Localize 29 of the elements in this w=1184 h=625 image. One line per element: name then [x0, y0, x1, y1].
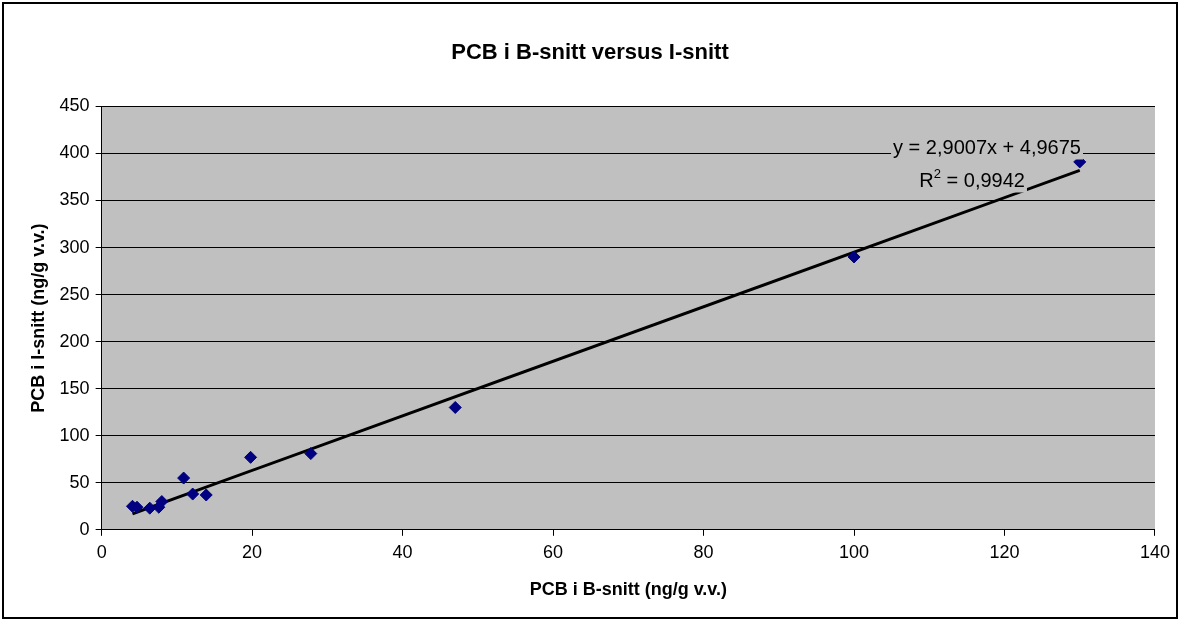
- point: [199, 488, 213, 502]
- point: [177, 471, 191, 485]
- x-axis-title: PCB i B-snitt (ng/g v.v.): [529, 579, 727, 600]
- x-tick-label: 100: [839, 541, 870, 562]
- y-tick-label: 0: [79, 518, 90, 539]
- y-tick-label: 450: [59, 95, 90, 116]
- x-tick-label: 60: [543, 541, 564, 562]
- y-tick-label: 100: [59, 424, 90, 445]
- y-tick-label: 400: [59, 142, 90, 163]
- x-tick-label: 0: [96, 541, 107, 562]
- x-tick-label: 80: [693, 541, 714, 562]
- point: [186, 487, 200, 501]
- x-tick-label: 20: [242, 541, 263, 562]
- y-tick-label: 300: [59, 236, 90, 257]
- y-axis-title: PCB i I-snitt (ng/g v.v.): [27, 223, 48, 413]
- y-tick-label: 150: [59, 377, 90, 398]
- point: [448, 400, 462, 414]
- point: [304, 447, 318, 461]
- annotation: y = 2,9007x + 4,9675: [893, 136, 1081, 159]
- y-tick-label: 50: [69, 471, 90, 492]
- point: [244, 450, 258, 464]
- x-tick-label: 140: [1139, 541, 1171, 562]
- y-tick-label: 350: [59, 189, 90, 210]
- y-tick-label: 250: [59, 283, 90, 304]
- x-tick-label: 40: [392, 541, 413, 562]
- y-tick-label: 200: [59, 330, 90, 351]
- chart-title: PCB i B-snitt versus I-snitt: [451, 39, 730, 65]
- point: [847, 250, 861, 264]
- x-tick-label: 120: [989, 541, 1020, 562]
